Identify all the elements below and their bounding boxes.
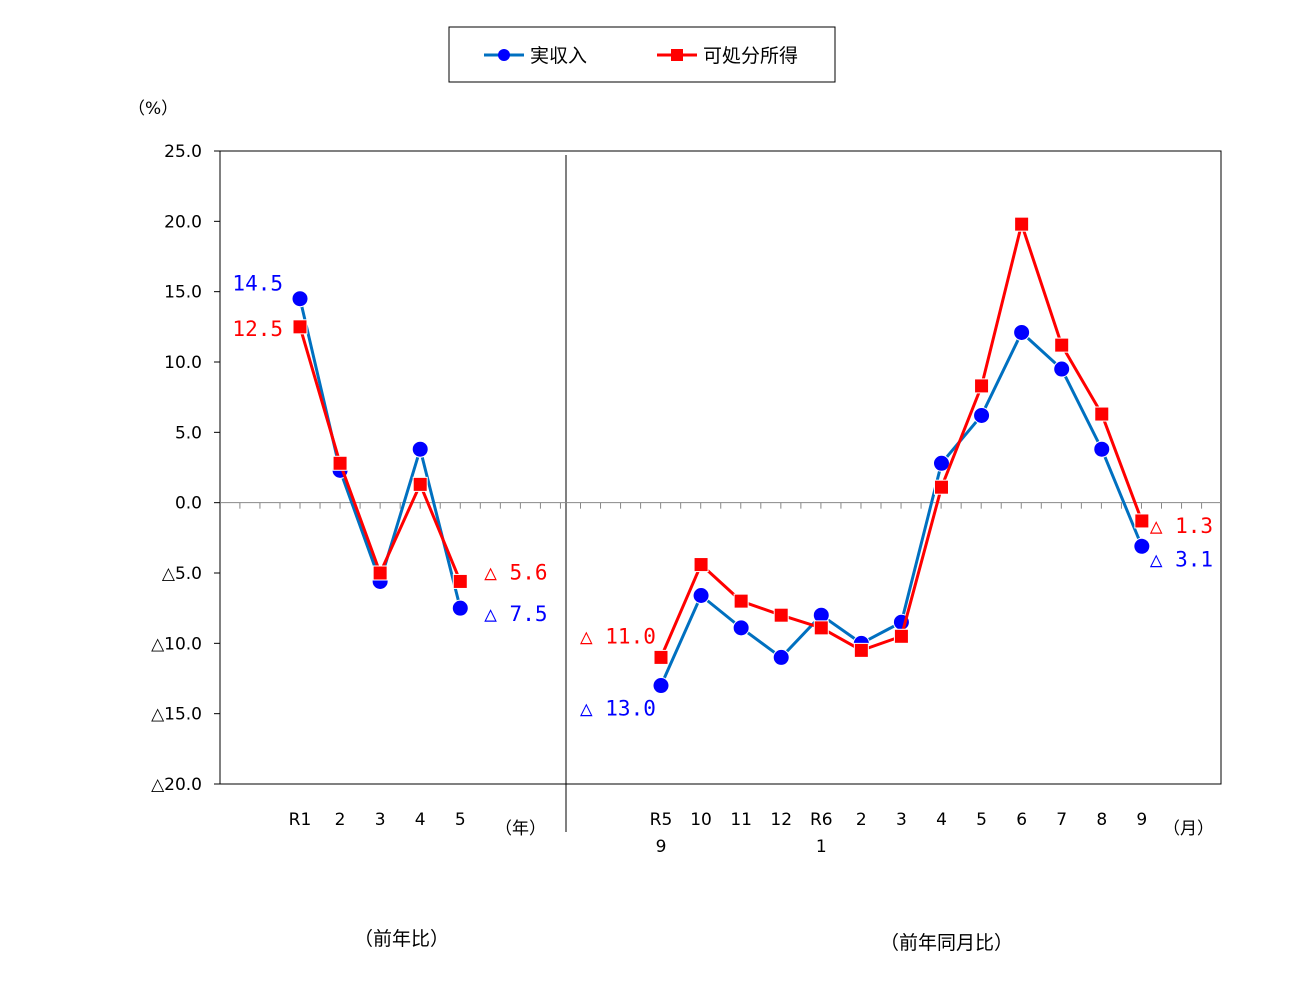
plot-area — [219, 150, 1222, 785]
legend: 実収入 可処分所得 — [448, 26, 836, 83]
y-tick-label: △5.0 — [162, 564, 202, 584]
x-tick-label-month: 11 — [730, 810, 752, 830]
x-tick-label-month-sub: 1 — [816, 837, 827, 857]
data-label-income-annual-first: 14.5 — [232, 272, 283, 296]
income-monthly-point — [973, 406, 991, 424]
x-tick-label-month: 9 — [1136, 810, 1147, 830]
data-label-income-monthly-first: △ 13.0 — [580, 697, 656, 721]
disposable-monthly-point — [1054, 337, 1070, 353]
disposable-monthly-point — [653, 649, 669, 665]
disposable-monthly-point — [1134, 513, 1150, 529]
data-label-disposable-monthly-last: △ 1.3 — [1150, 514, 1213, 538]
x-tick-label-month-sub: 9 — [656, 837, 667, 857]
y-tick-label: 5.0 — [175, 423, 202, 443]
income-monthly-point — [932, 454, 950, 472]
caption-monthly: （前年同月比） — [880, 932, 1013, 954]
x-tick-label-month: 3 — [896, 810, 907, 830]
income-monthly-point — [652, 677, 670, 695]
disposable-annual-point — [452, 573, 468, 589]
x-tick-label-month: 4 — [936, 810, 947, 830]
legend-disposable-marker — [671, 49, 683, 61]
data-label-disposable-annual-last: △ 5.6 — [484, 560, 547, 584]
x-tick-label-annual: 2 — [335, 810, 346, 830]
disposable-monthly-line — [659, 218, 1144, 658]
y-tick-label: 25.0 — [164, 142, 202, 162]
disposable-monthly-point — [1014, 216, 1030, 232]
disposable-monthly-point — [773, 607, 789, 623]
x-unit-month: （月） — [1163, 819, 1214, 839]
x-tick-label-annual: 4 — [415, 810, 426, 830]
legend-item-disposable: 可処分所得 — [657, 45, 798, 67]
disposable-annual-point — [372, 565, 388, 581]
y-tick-label: 20.0 — [164, 212, 202, 232]
y-axis-unit: （%） — [128, 99, 178, 119]
x-tick-label-month: 2 — [856, 810, 867, 830]
data-label-disposable-monthly-first: △ 11.0 — [580, 624, 656, 648]
x-tick-label-month: 5 — [976, 810, 987, 830]
y-tick-label: △10.0 — [151, 634, 202, 654]
legend-income-label: 実収入 — [530, 45, 587, 67]
disposable-annual-line — [298, 326, 462, 583]
x-tick-label-month: 7 — [1056, 810, 1067, 830]
disposable-annual-point — [332, 455, 348, 471]
disposable-monthly-point — [693, 557, 709, 573]
disposable-monthly-point — [893, 628, 909, 644]
x-tick-label-annual: R1 — [289, 810, 312, 830]
x-tick-label-annual: 3 — [375, 810, 386, 830]
x-tick-label-month: 10 — [690, 810, 712, 830]
x-tick-label-month: 6 — [1016, 810, 1027, 830]
legend-income-marker — [498, 49, 510, 61]
income-monthly-point — [1093, 440, 1111, 458]
income-annual-point — [411, 440, 429, 458]
y-tick-label: 10.0 — [164, 353, 202, 373]
disposable-monthly-point — [1094, 406, 1110, 422]
income-monthly-point — [732, 619, 750, 637]
legend-disposable-label: 可処分所得 — [703, 45, 798, 67]
x-unit-year: （年） — [495, 819, 546, 839]
x-tick-label-month: R5 — [650, 810, 673, 830]
disposable-annual-point — [292, 319, 308, 335]
disposable-monthly-point — [933, 479, 949, 495]
disposable-monthly-point — [813, 620, 829, 636]
x-tick-label-month: R6 — [810, 810, 833, 830]
disposable-monthly-point — [974, 378, 990, 394]
income-annual-point — [291, 290, 309, 308]
disposable-annual-point — [412, 476, 428, 492]
income-monthly-point — [692, 587, 710, 605]
y-tick-label: △15.0 — [151, 705, 202, 725]
x-tick-label-annual: 5 — [455, 810, 466, 830]
disposable-monthly-point — [733, 593, 749, 609]
income-annual-point — [451, 599, 469, 617]
data-label-disposable-annual-first: 12.5 — [232, 317, 283, 341]
income-monthly-point — [1053, 360, 1071, 378]
income-monthly-point — [1013, 323, 1031, 341]
y-tick-label: 0.0 — [175, 494, 202, 514]
y-tick-label: 15.0 — [164, 283, 202, 303]
income-monthly-point — [1133, 537, 1151, 555]
data-label-income-monthly-last: △ 3.1 — [1150, 547, 1213, 571]
disposable-monthly-point — [853, 642, 869, 658]
caption-annual: （前年比） — [354, 928, 449, 950]
x-tick-label-month: 12 — [770, 810, 792, 830]
data-label-income-annual-last: △ 7.5 — [484, 602, 547, 626]
income-monthly-point — [772, 648, 790, 666]
y-tick-label: △20.0 — [151, 775, 202, 795]
x-tick-label-month: 8 — [1096, 810, 1107, 830]
legend-item-income: 実収入 — [484, 45, 587, 67]
income-annual-line — [298, 298, 462, 609]
